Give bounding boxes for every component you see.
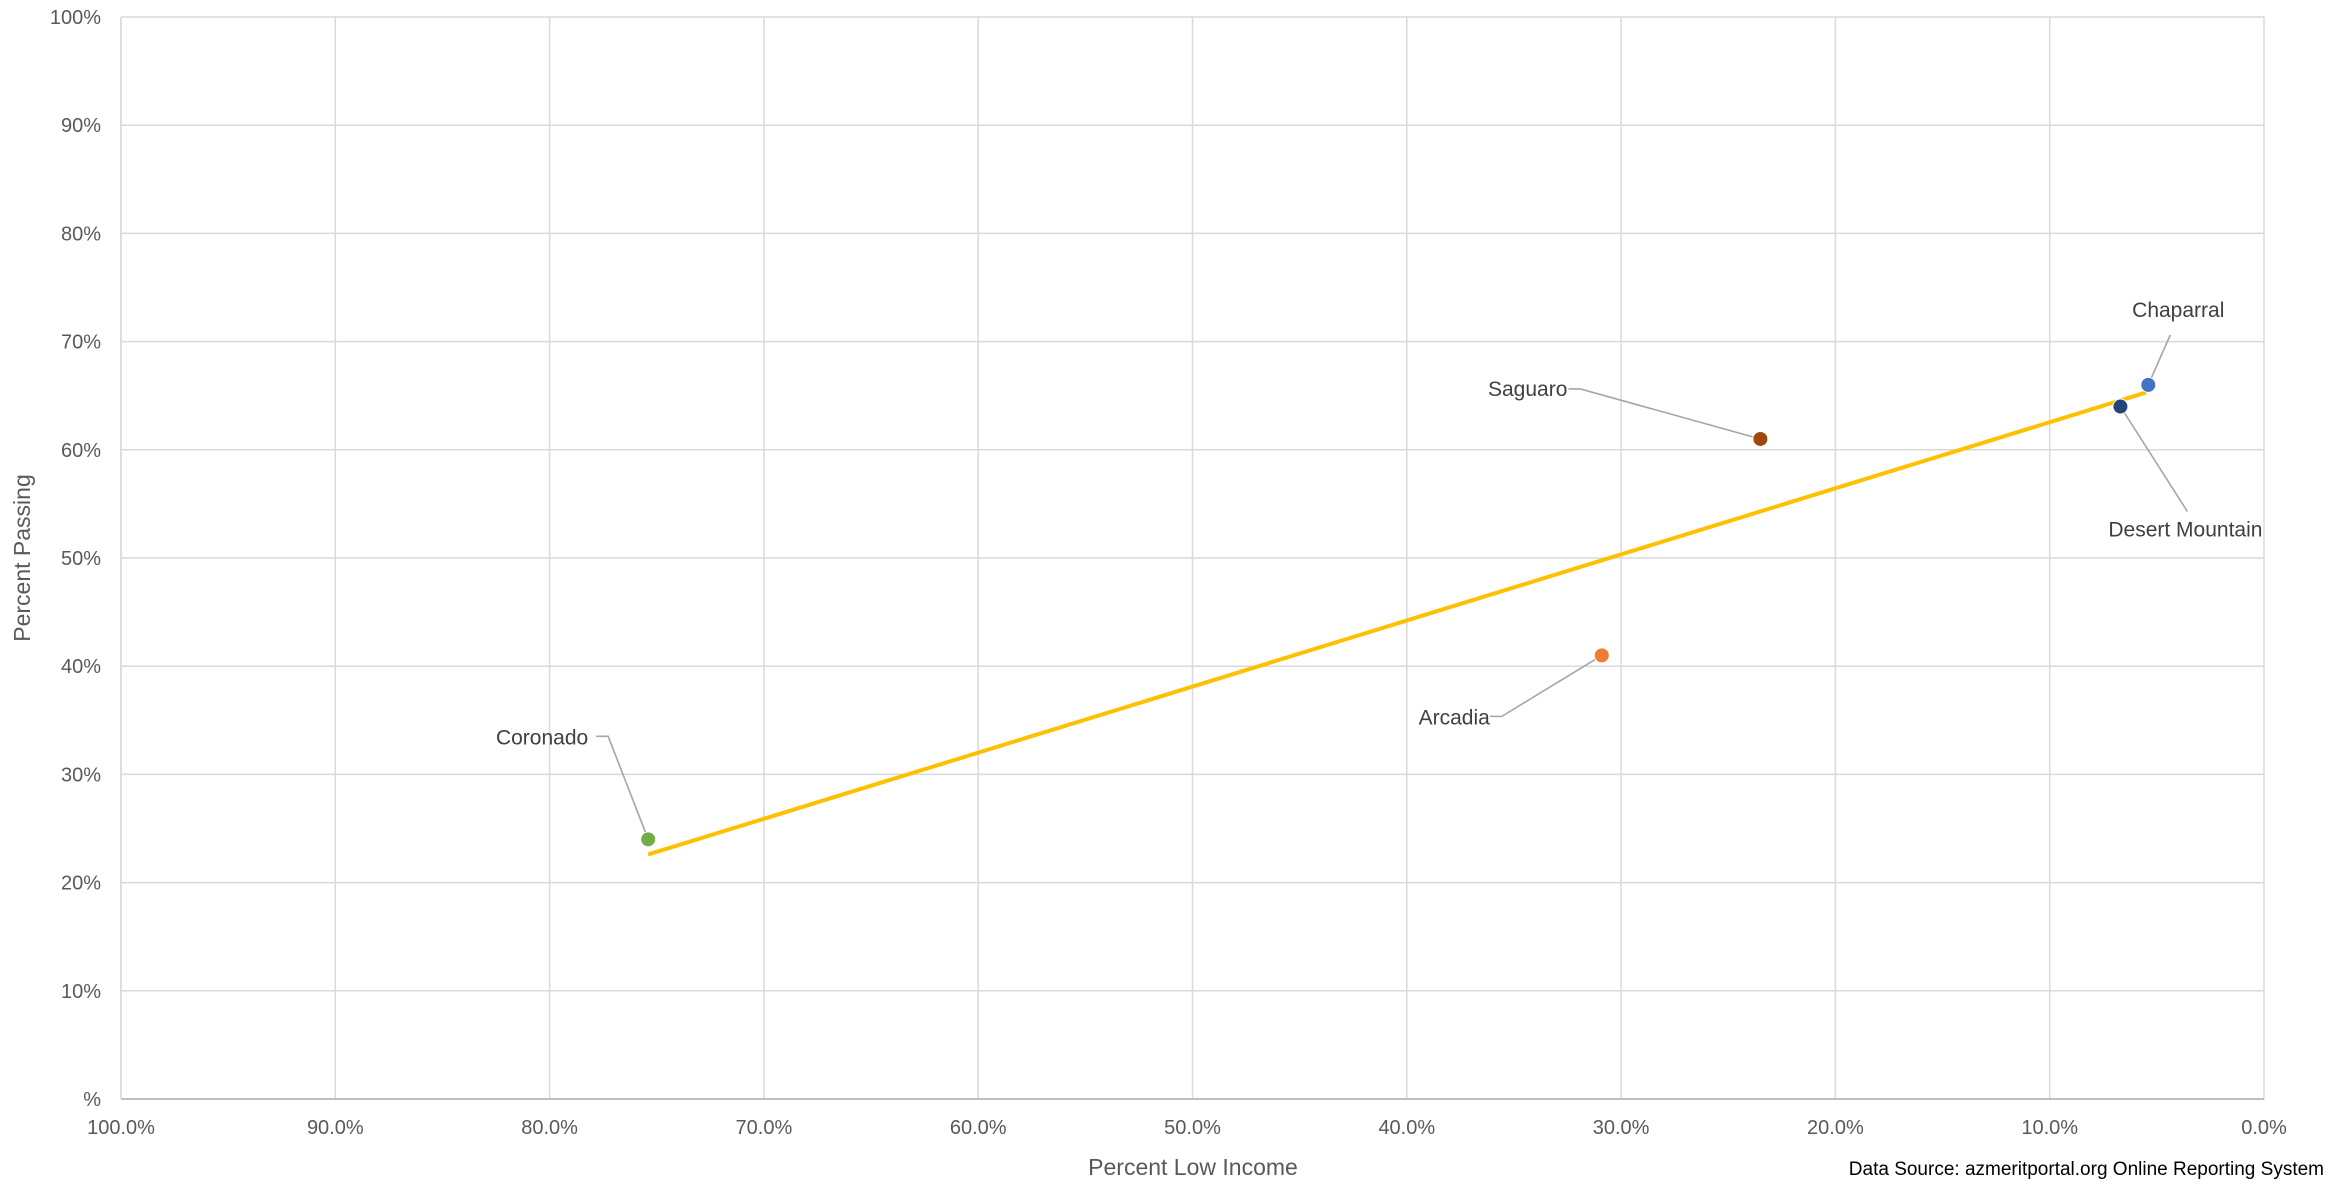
leader-line-layer	[596, 334, 2189, 840]
y-tick-label-6: 60%	[61, 440, 101, 462]
point-label-0: Coronado	[496, 726, 588, 749]
point-label-2: Saguaro	[1488, 378, 1567, 401]
x-tick-label-3: 70.0%	[736, 1117, 793, 1139]
y-tick-label-9: 90%	[61, 115, 101, 137]
grid-layer	[120, 16, 2265, 1100]
data-point-arcadia	[1593, 647, 1610, 664]
leader-line-4	[2147, 334, 2172, 386]
point-layer	[640, 376, 2157, 848]
x-tick-label-5: 50.0%	[1164, 1117, 1221, 1139]
trendline-layer	[647, 390, 2147, 857]
data-point-desert-mountain	[2112, 398, 2129, 415]
leader-line-2	[1568, 388, 1761, 440]
x-tick-label-0: 100.0%	[87, 1117, 155, 1139]
x-tick-label-9: 10.0%	[2021, 1117, 2078, 1139]
point-label-4: Chaparral	[2132, 299, 2224, 322]
y-tick-label-10: 100%	[50, 7, 101, 29]
x-axis-title: Percent Low Income	[1088, 1154, 1298, 1180]
leader-line-1	[1489, 654, 1603, 718]
x-tick-label-1: 90.0%	[307, 1117, 364, 1139]
y-tick-label-1: 10%	[61, 981, 101, 1003]
y-tick-label-7: 70%	[61, 332, 101, 354]
data-point-saguaro	[1752, 430, 1769, 447]
x-tick-label-7: 30.0%	[1593, 1117, 1650, 1139]
point-label-layer: Coronado Arcadia Saguaro Desert Mountain Cha…	[496, 299, 2263, 749]
tick-label-layer: % 10% 20% 30% 40% 50% 60% 70% 80% 90% 100% 100.0% 90…	[50, 7, 2287, 1139]
y-tick-label-0: %	[83, 1089, 101, 1111]
point-label-3: Desert Mountain	[2108, 519, 2262, 542]
y-tick-label-8: 80%	[61, 223, 101, 245]
data-source-note: Data Source: azmeritportal.org Online Re…	[1849, 1159, 2324, 1180]
y-axis-title: Percent Passing	[9, 474, 35, 641]
leader-line-0	[596, 735, 649, 840]
trendline	[647, 390, 2147, 857]
x-tick-label-4: 60.0%	[950, 1117, 1007, 1139]
y-tick-label-5: 50%	[61, 548, 101, 570]
x-tick-label-6: 40.0%	[1378, 1117, 1435, 1139]
x-tick-label-10: 0.0%	[2241, 1117, 2287, 1139]
y-tick-label-4: 40%	[61, 656, 101, 678]
data-point-chaparral	[2140, 376, 2157, 393]
x-tick-label-2: 80.0%	[521, 1117, 578, 1139]
y-tick-label-3: 30%	[61, 764, 101, 786]
x-tick-label-8: 20.0%	[1807, 1117, 1864, 1139]
y-tick-label-2: 20%	[61, 873, 101, 895]
leader-line-3	[2119, 406, 2189, 512]
axis-layer	[120, 17, 2264, 1100]
point-label-1: Arcadia	[1419, 706, 1491, 729]
data-point-coronado	[640, 831, 657, 848]
